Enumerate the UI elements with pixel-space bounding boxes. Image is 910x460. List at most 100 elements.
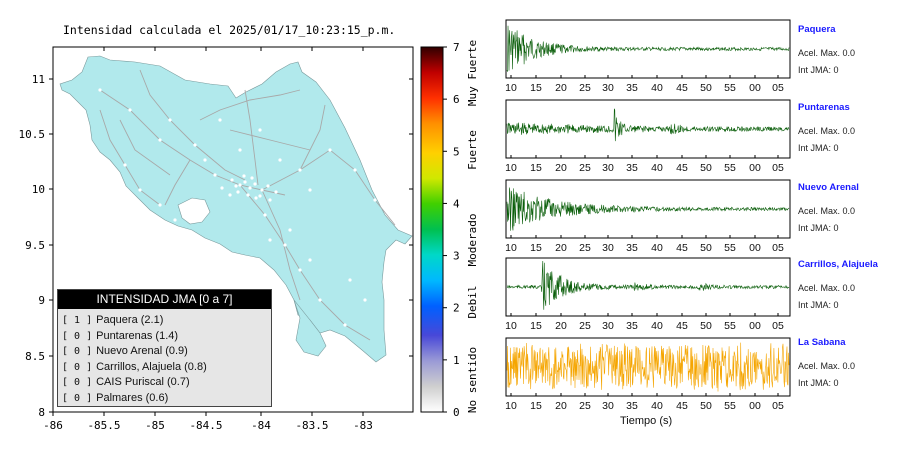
map-axes: -86 -85.5 -85 -84.5 -84 -83.5 -83 11 10.5 10 9.5 9 8… <box>19 47 413 432</box>
legend-row-level: [ 0 ] <box>62 392 93 404</box>
seismogram-tick-label: 10 <box>505 82 517 94</box>
station-dot <box>263 213 267 217</box>
station-intensity: Int JMA: 0 <box>798 223 839 233</box>
seismogram-tick-label: 05 <box>772 162 784 174</box>
station-dot <box>234 184 238 188</box>
scale-tick-label: 3 <box>453 250 460 263</box>
station-dot <box>220 186 224 190</box>
scale-tick-label: 0 <box>453 406 460 419</box>
station-accel: Acel. Max. 0.0 <box>798 283 856 293</box>
station-name[interactable]: La Sabana <box>798 337 846 348</box>
station-dot <box>268 198 272 202</box>
station-dot <box>288 228 292 232</box>
legend-row: [ 0 ] Palmares (0.6) <box>58 391 271 407</box>
seismogram-trace <box>506 108 790 142</box>
legend-row-level: [ 0 ] <box>62 346 93 357</box>
seismogram-tick-label: 35 <box>626 320 638 332</box>
seismogram-tick-label: 30 <box>602 400 614 412</box>
seismogram-tick-label: 25 <box>579 400 591 412</box>
costa-rica-landmass <box>59 55 413 363</box>
scale-label: Muy Fuerte <box>466 40 479 106</box>
station-dot <box>253 182 257 186</box>
seismogram-tick-label: 05 <box>772 400 784 412</box>
map-y-tick-label: 10 <box>32 183 45 196</box>
seismogram-tick-label: 25 <box>579 162 591 174</box>
legend-row: [ 0 ] CAIS Puriscal (0.7) <box>58 375 271 391</box>
seismogram-1: 10 15 20 25 30 35 40 45 50 55 00 05 <box>505 19 791 94</box>
seismogram-tick-label: 35 <box>626 162 638 174</box>
seismogram-tick-label: 30 <box>602 242 614 254</box>
legend-rows: [ 1 ] Paquera (2.1)[ 0 ] Puntarenas (1.4)[… <box>58 309 271 406</box>
station-dot <box>250 176 254 180</box>
seismogram-tick-label: 00 <box>749 320 761 332</box>
station-dot <box>268 238 272 242</box>
station-intensity: Int JMA: 0 <box>798 378 839 388</box>
seismogram-tick-label: 25 <box>579 320 591 332</box>
station-name[interactable]: Nuevo Arenal <box>798 182 859 193</box>
station-dot <box>243 180 247 184</box>
seismogram-tick-label: 00 <box>749 82 761 94</box>
station-dot <box>158 203 162 207</box>
station-dot <box>198 210 202 214</box>
seismogram-tick-label: 45 <box>676 82 688 94</box>
gulf-of-nicoya <box>177 197 211 225</box>
station-dot <box>218 118 222 122</box>
map-y-tick-label: 8 <box>38 406 45 419</box>
seismogram-tick-label: 20 <box>555 82 567 94</box>
scale-tick-label: 7 <box>453 41 460 54</box>
legend-row: [ 0 ] Puntarenas (1.4) <box>58 329 271 345</box>
station-dot <box>123 163 127 167</box>
scale-tick-label: 2 <box>453 302 460 315</box>
legend-row-text: Puntarenas (1.4) <box>96 329 179 342</box>
station-dot <box>213 173 217 177</box>
seismogram-tick-label: 20 <box>555 162 567 174</box>
seismogram-4: 10 15 20 25 30 35 40 45 50 55 00 05 <box>505 257 791 332</box>
station-name[interactable]: Carrillos, Alajuela <box>798 259 878 270</box>
seismogram-tick-label: 00 <box>749 400 761 412</box>
station-name[interactable]: Puntarenas <box>798 102 850 113</box>
map-x-tick-label: -86 <box>43 419 63 432</box>
seismogram-tick-label: 10 <box>505 242 517 254</box>
seismogram-tick-label: 30 <box>602 82 614 94</box>
seismogram-tick-label: 55 <box>724 320 736 332</box>
map-x-tick-label: -83 <box>353 419 373 432</box>
seismogram-5: 10 15 20 25 30 35 40 45 50 55 00 05 <box>505 337 791 412</box>
seismogram-tick-label: 45 <box>676 162 688 174</box>
station-accel: Acel. Max. 0.0 <box>798 48 856 58</box>
station-dot <box>203 158 207 162</box>
station-dot <box>246 193 250 197</box>
scale-label: Moderado <box>466 214 479 267</box>
seismogram-tick-label: 15 <box>530 400 542 412</box>
station-dot <box>308 188 312 192</box>
seismogram-tick-label: 50 <box>700 82 712 94</box>
seismogram-tick-label: 25 <box>579 82 591 94</box>
seismogram-tick-label: 20 <box>555 242 567 254</box>
seismogram-tick-label: 20 <box>555 400 567 412</box>
map-x-tick-label: -84 <box>251 419 271 432</box>
legend-row-level: [ 0 ] <box>62 377 93 388</box>
seismogram-trace <box>506 25 790 72</box>
station-dot <box>353 168 357 172</box>
seismogram-tick-label: 10 <box>505 320 517 332</box>
seismogram-tick-label: 40 <box>651 242 663 254</box>
station-dot <box>158 138 162 142</box>
station-dot <box>98 88 102 92</box>
seismogram-tick-label: 00 <box>749 162 761 174</box>
station-dot <box>238 148 242 152</box>
station-name[interactable]: Paquera <box>798 24 836 35</box>
station-dots <box>98 88 377 327</box>
station-intensity: Int JMA: 0 <box>798 143 839 153</box>
seismogram-tick-label: 35 <box>626 242 638 254</box>
map-y-tick-label: 9 <box>38 294 45 307</box>
station-dot <box>343 323 347 327</box>
seismogram-3: 10 15 20 25 30 35 40 45 50 55 00 05 <box>505 179 791 254</box>
station-dot <box>274 190 278 194</box>
station-dot <box>228 193 232 197</box>
seismogram-tick-label: 40 <box>651 82 663 94</box>
map-y-tick-label: 10.5 <box>19 128 46 141</box>
station-dot <box>193 143 197 147</box>
legend-row-text: Paquera (2.1) <box>96 314 164 326</box>
seismogram-tick-label: 35 <box>626 400 638 412</box>
map-x-tick-label: -85 <box>145 419 165 432</box>
